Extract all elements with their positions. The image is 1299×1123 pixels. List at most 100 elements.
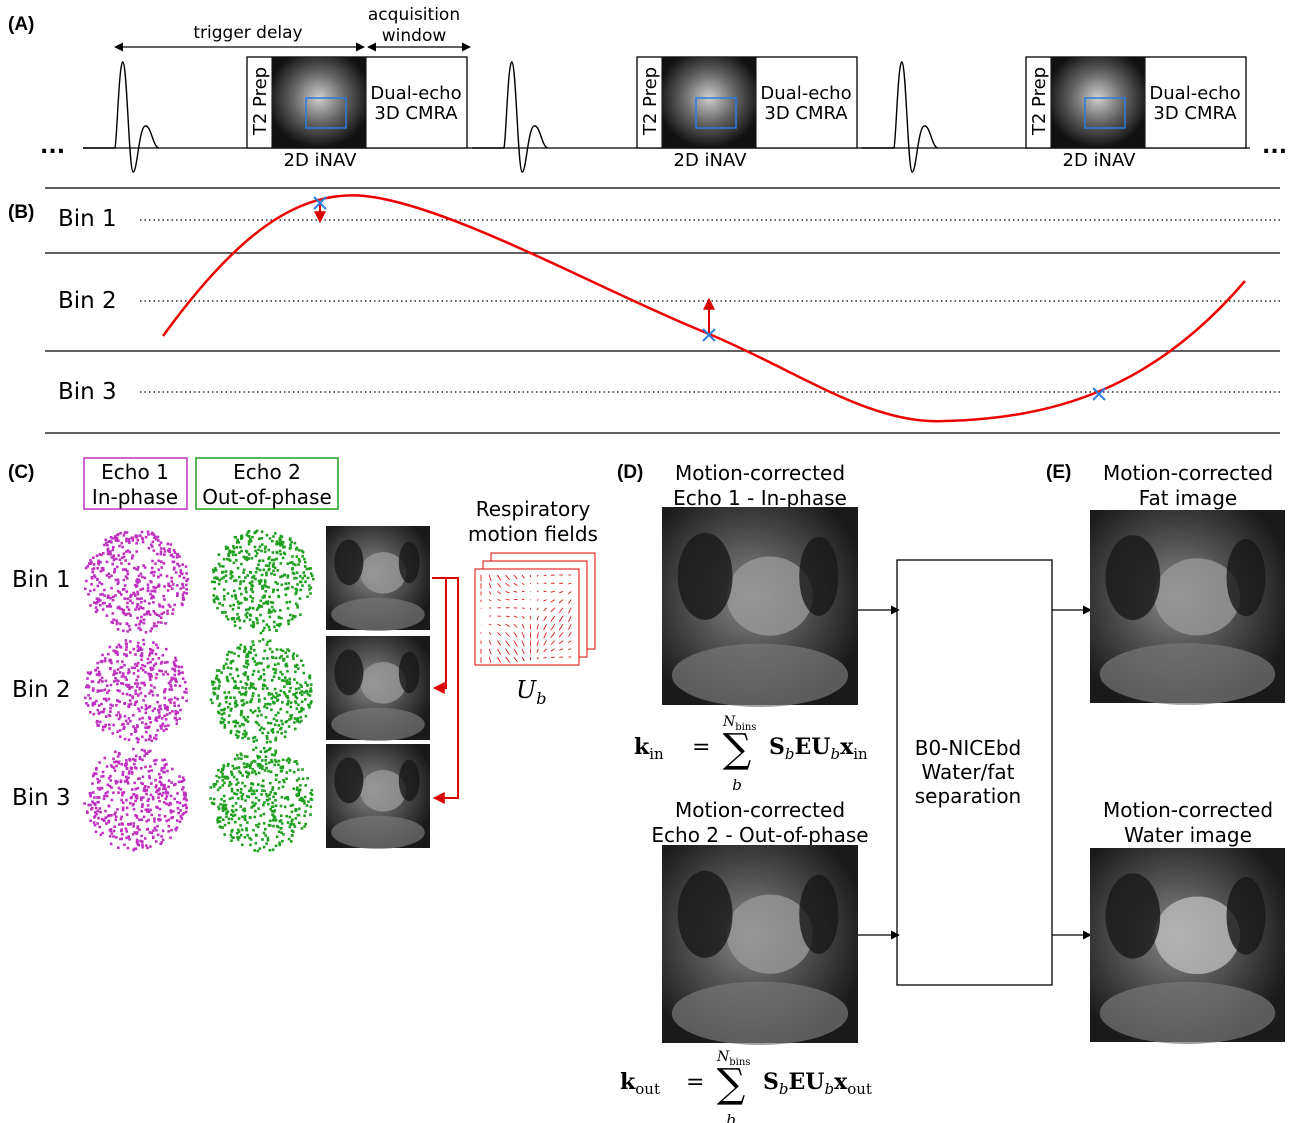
sample (213, 785, 216, 788)
sample (91, 800, 94, 803)
sample (260, 677, 263, 680)
sample (155, 829, 158, 832)
motion-title: Respiratory (476, 497, 591, 521)
sample (211, 581, 214, 584)
sample (219, 565, 222, 568)
sample (242, 693, 245, 696)
sample (260, 750, 263, 753)
sample (171, 677, 174, 680)
sample (296, 555, 299, 558)
sample (228, 549, 231, 552)
sample (282, 557, 285, 560)
sample (89, 562, 92, 565)
sample (244, 557, 247, 560)
sample (115, 714, 118, 717)
sample (249, 582, 252, 585)
sample (179, 685, 182, 688)
sample (129, 694, 132, 697)
sample (147, 786, 150, 789)
sample (155, 734, 158, 737)
sample (240, 563, 243, 566)
navigator-label: 2D iNAV (674, 150, 748, 171)
sample (296, 682, 299, 685)
sample (139, 688, 142, 691)
sample (181, 788, 184, 791)
sample (99, 807, 102, 810)
sample (271, 559, 274, 562)
sample (139, 534, 142, 537)
sample (276, 836, 279, 839)
sample (225, 812, 228, 815)
sample (128, 835, 131, 838)
sample (241, 774, 244, 777)
sample (227, 680, 230, 683)
sample (252, 768, 255, 771)
sample (164, 725, 167, 728)
sample (280, 805, 283, 808)
sample (115, 539, 118, 542)
sample (150, 769, 153, 772)
sample (242, 699, 245, 702)
sample (277, 712, 280, 715)
sample (270, 611, 273, 614)
sample (160, 670, 163, 673)
sample (291, 830, 294, 833)
sample (270, 791, 273, 794)
equation-lhs: kout (620, 1069, 660, 1098)
sample (110, 843, 113, 846)
sample (124, 738, 127, 741)
sample (293, 721, 296, 724)
lower-limit: b (732, 776, 742, 794)
sample (297, 717, 300, 720)
sample (96, 578, 99, 581)
sample (91, 576, 94, 579)
sample (303, 575, 306, 578)
sample (111, 832, 114, 835)
sample (245, 598, 248, 601)
sample (125, 799, 128, 802)
sample (295, 817, 298, 820)
sample (253, 816, 256, 819)
sample (89, 559, 92, 562)
sample (237, 607, 240, 610)
sample (247, 676, 250, 679)
sample (134, 730, 137, 733)
sample (223, 709, 226, 712)
readout-label: Dual-echo (1149, 83, 1240, 104)
sample (141, 706, 144, 709)
sample (289, 769, 292, 772)
sample (258, 756, 261, 759)
sample (245, 827, 248, 830)
sample (185, 807, 188, 810)
sample (114, 751, 117, 754)
sample (239, 725, 242, 728)
sample (135, 848, 138, 851)
sample (110, 621, 113, 624)
sample (222, 818, 225, 821)
sample (268, 824, 271, 827)
sample (291, 618, 294, 621)
sample (158, 614, 161, 617)
readout-label: 3D CMRA (764, 103, 848, 124)
sample (106, 684, 109, 687)
sample (275, 692, 278, 695)
sample (105, 715, 108, 718)
sample (109, 710, 112, 713)
sample (237, 782, 240, 785)
panel-label: (D) (617, 462, 643, 483)
sample (297, 814, 300, 817)
sample (252, 805, 255, 808)
sample (153, 549, 156, 552)
sample (244, 671, 247, 674)
sample (262, 587, 265, 590)
image-lung (334, 650, 363, 696)
image-lung (1227, 539, 1266, 616)
sample (104, 810, 107, 813)
sample (117, 846, 120, 849)
sample (130, 797, 133, 800)
sample (181, 583, 184, 586)
sample (231, 765, 234, 768)
sample (224, 726, 227, 729)
sample (226, 658, 229, 661)
sample (273, 718, 276, 721)
